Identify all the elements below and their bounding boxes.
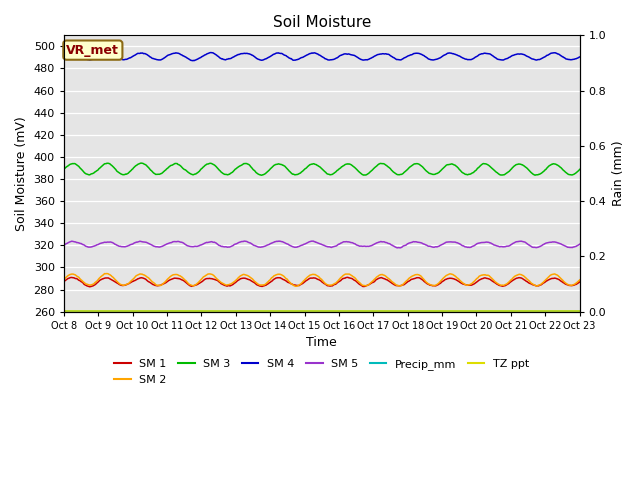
- TZ ppt: [122, 308, 130, 313]
- Line: SM 5: SM 5: [64, 241, 580, 248]
- SM 1: [86, 284, 93, 289]
- TZ ppt: [384, 308, 392, 313]
- Line: SM 1: SM 1: [64, 277, 580, 287]
- Precip_mm: [399, 308, 407, 313]
- SM 2: [60, 276, 68, 282]
- SM 3: [138, 160, 145, 166]
- SM 4: [401, 55, 408, 60]
- Line: SM 2: SM 2: [64, 274, 580, 286]
- SM 2: [386, 276, 394, 282]
- SM 5: [576, 241, 584, 247]
- Precip_mm: [576, 308, 584, 313]
- SM 2: [203, 272, 211, 278]
- SM 1: [69, 275, 77, 281]
- Text: VR_met: VR_met: [67, 44, 119, 57]
- Legend: SM 1, SM 2, SM 3, SM 4, SM 5, Precip_mm, TZ ppt: SM 1, SM 2, SM 3, SM 4, SM 5, Precip_mm,…: [109, 355, 534, 389]
- SM 4: [189, 58, 197, 63]
- Precip_mm: [384, 308, 392, 313]
- TZ ppt: [69, 308, 77, 313]
- SM 4: [175, 50, 182, 56]
- TZ ppt: [576, 308, 584, 313]
- Title: Soil Moisture: Soil Moisture: [273, 15, 371, 30]
- TZ ppt: [60, 308, 68, 313]
- SM 5: [202, 240, 210, 246]
- Y-axis label: Soil Moisture (mV): Soil Moisture (mV): [15, 116, 28, 231]
- SM 3: [69, 161, 77, 167]
- Precip_mm: [202, 308, 210, 313]
- Precip_mm: [60, 308, 68, 313]
- SM 4: [386, 52, 394, 58]
- SM 1: [576, 279, 584, 285]
- SM 1: [386, 278, 394, 284]
- Line: SM 3: SM 3: [64, 163, 580, 175]
- Precip_mm: [69, 308, 77, 313]
- SM 5: [396, 245, 404, 251]
- SM 3: [258, 172, 266, 178]
- SM 3: [576, 167, 584, 172]
- SM 2: [69, 271, 77, 277]
- SM 4: [60, 54, 68, 60]
- SM 2: [401, 280, 408, 286]
- SM 5: [122, 243, 130, 249]
- SM 1: [203, 276, 211, 281]
- SM 3: [401, 169, 408, 175]
- X-axis label: Time: Time: [307, 336, 337, 349]
- SM 4: [203, 51, 211, 57]
- SM 2: [123, 281, 131, 287]
- SM 4: [207, 50, 215, 56]
- SM 5: [401, 243, 408, 249]
- TZ ppt: [175, 308, 182, 313]
- SM 4: [576, 54, 584, 60]
- SM 3: [386, 165, 394, 171]
- SM 1: [60, 279, 68, 285]
- SM 2: [175, 273, 183, 278]
- SM 1: [123, 282, 131, 288]
- SM 5: [175, 239, 182, 244]
- SM 1: [344, 275, 352, 280]
- SM 5: [60, 242, 68, 248]
- SM 3: [60, 167, 68, 172]
- SM 5: [385, 240, 393, 246]
- SM 5: [69, 239, 77, 244]
- SM 3: [203, 161, 211, 167]
- TZ ppt: [202, 308, 210, 313]
- SM 2: [103, 271, 111, 276]
- SM 1: [401, 281, 408, 287]
- SM 5: [309, 238, 317, 244]
- SM 4: [122, 57, 130, 62]
- SM 2: [576, 277, 584, 283]
- Line: SM 4: SM 4: [64, 53, 580, 60]
- TZ ppt: [399, 308, 407, 313]
- Precip_mm: [122, 308, 130, 313]
- SM 3: [122, 171, 130, 177]
- SM 3: [175, 162, 183, 168]
- Y-axis label: Rain (mm): Rain (mm): [612, 141, 625, 206]
- SM 2: [292, 283, 300, 289]
- Precip_mm: [175, 308, 182, 313]
- SM 4: [69, 50, 77, 56]
- SM 1: [175, 276, 183, 281]
